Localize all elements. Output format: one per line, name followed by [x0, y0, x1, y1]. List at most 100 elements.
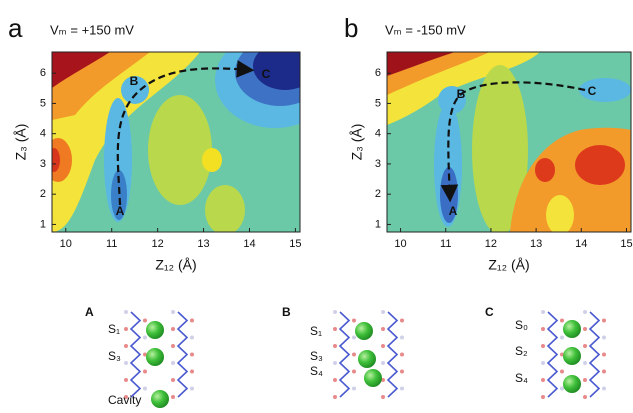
atom	[190, 318, 194, 323]
atom	[560, 335, 564, 340]
atom	[333, 327, 337, 331]
atom	[381, 344, 385, 348]
structure-label: C	[485, 305, 494, 319]
atom	[333, 378, 337, 382]
ion	[146, 348, 164, 366]
condition: Vₘ = +150 mV	[50, 22, 134, 37]
atom	[541, 395, 545, 399]
x-tick-label: 14	[575, 238, 587, 250]
site-label: S₂	[515, 344, 528, 358]
transition-path	[440, 81, 586, 203]
atom	[143, 369, 147, 374]
path-label: B	[457, 87, 466, 101]
atom	[333, 361, 337, 365]
atom	[124, 361, 128, 365]
plot-frame	[386, 51, 632, 233]
atom	[381, 378, 385, 382]
backbone	[588, 311, 601, 398]
atom	[190, 386, 194, 391]
atom	[352, 369, 356, 374]
x-tick-label: 10	[60, 238, 72, 250]
y-tick-label: 4	[40, 128, 46, 140]
atom	[124, 327, 128, 331]
site-label: S₁	[310, 324, 322, 338]
x-tick-label: 11	[106, 238, 117, 250]
backbone	[129, 311, 142, 398]
ion	[358, 350, 376, 368]
atom	[124, 378, 128, 382]
atom	[333, 310, 337, 314]
path-label: C	[588, 84, 597, 98]
ion	[364, 369, 382, 387]
ion	[563, 375, 581, 393]
site-label: S₄	[310, 364, 323, 378]
backbone	[386, 311, 399, 398]
site-label: Cavity	[108, 393, 141, 407]
x-tick-label: 12	[485, 238, 497, 250]
atom	[143, 335, 147, 340]
ion	[563, 320, 581, 338]
y-axis-label: Z₃ (Å)	[349, 124, 365, 161]
y-tick-label: 2	[375, 188, 381, 200]
y-axis-label: Z₃ (Å)	[13, 124, 29, 161]
atom	[171, 310, 175, 314]
atom	[190, 369, 194, 374]
ion	[563, 347, 581, 365]
atom	[352, 386, 356, 391]
atom	[400, 352, 404, 357]
atom	[143, 386, 147, 391]
y-tick-label: 4	[375, 128, 381, 140]
site-label: S₃	[108, 349, 121, 363]
atom	[124, 344, 128, 348]
atom	[583, 327, 587, 331]
x-tick-label: 10	[394, 238, 406, 250]
y-tick-label: 1	[375, 218, 381, 230]
x-tick-label: 13	[530, 238, 542, 250]
panel-letter: a	[8, 13, 23, 43]
site-label: S₄	[515, 371, 528, 385]
atom	[171, 327, 175, 331]
atom	[583, 310, 587, 314]
atom	[352, 335, 356, 340]
atom	[541, 344, 545, 348]
atom	[171, 344, 175, 348]
path-label: A	[449, 204, 458, 218]
y-tick-label: 5	[375, 97, 381, 109]
atom	[541, 361, 545, 365]
atom	[124, 395, 128, 399]
atom	[400, 369, 404, 374]
atom	[583, 378, 587, 382]
x-tick-label: 14	[243, 238, 255, 250]
atom	[541, 327, 545, 331]
atom	[352, 352, 356, 357]
atom	[381, 395, 385, 399]
atom	[602, 369, 606, 374]
atom	[560, 369, 564, 374]
atom	[381, 361, 385, 365]
y-tick-label: 6	[375, 67, 381, 79]
atom	[602, 335, 606, 340]
atom	[352, 318, 356, 323]
y-tick-label: 3	[375, 158, 381, 170]
x-tick-label: 13	[197, 238, 209, 250]
condition: Vₘ = -150 mV	[385, 22, 466, 37]
transition-path	[116, 60, 255, 206]
x-tick-label: 11	[440, 238, 451, 250]
ion	[146, 321, 164, 339]
y-tick-label: 6	[40, 67, 46, 79]
ion	[151, 390, 169, 408]
backbone	[546, 311, 559, 398]
path-label: A	[116, 204, 125, 218]
atom	[124, 310, 128, 314]
contour-map	[52, 52, 300, 232]
structure-label: A	[85, 305, 94, 319]
site-label: S₃	[310, 349, 323, 363]
atom	[602, 318, 606, 323]
atom	[171, 378, 175, 382]
path-label: B	[130, 74, 139, 88]
atom	[583, 344, 587, 348]
plot-frame	[51, 51, 301, 233]
atom	[400, 318, 404, 323]
x-tick-label: 15	[289, 238, 301, 250]
